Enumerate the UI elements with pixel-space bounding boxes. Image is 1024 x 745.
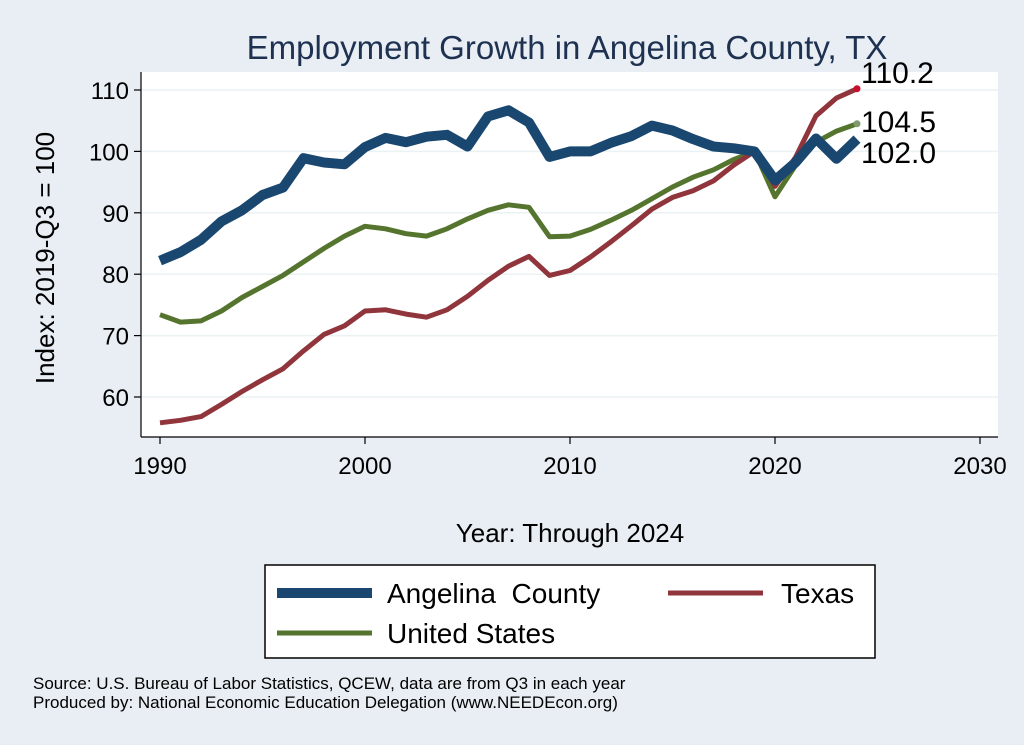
x-tick-label: 2000 xyxy=(338,453,391,480)
x-axis-label: Year: Through 2024 xyxy=(456,518,684,548)
end-label-texas: 110.2 xyxy=(861,57,934,90)
series-line-texas xyxy=(159,86,859,426)
source-note: Source: U.S. Bureau of Labor Statistics,… xyxy=(33,674,626,693)
y-tick-label: 80 xyxy=(102,262,129,289)
end-label-angelina-county: 102.0 xyxy=(861,137,936,170)
x-tick-label: 1990 xyxy=(133,453,186,480)
end-label-united-states: 104.5 xyxy=(861,106,936,139)
series-group xyxy=(158,85,861,426)
plot-area xyxy=(141,72,998,437)
y-tick-label: 90 xyxy=(102,201,129,228)
series-line-united-states xyxy=(159,121,858,325)
chart-title: Employment Growth in Angelina County, TX xyxy=(247,29,888,66)
end-point-united-states xyxy=(853,120,861,128)
x-ticks: 1990 2000 2010 2020 2030 xyxy=(133,437,1007,480)
series-line-angelina-county xyxy=(158,105,861,266)
y-tick-label: 60 xyxy=(102,385,129,412)
legend-label-us: United States xyxy=(387,618,555,649)
producer-note: Produced by: National Economic Education… xyxy=(33,693,618,712)
x-tick-label: 2030 xyxy=(953,453,1006,480)
legend-box xyxy=(264,564,876,659)
y-tick-label: 70 xyxy=(102,324,129,351)
end-labels: 102.0 110.2 104.5 xyxy=(861,57,936,170)
legend-label-angelina: Angelina County xyxy=(387,578,600,609)
y-tick-label: 110 xyxy=(91,78,129,105)
y-axis-label: Index: 2019-Q3 = 100 xyxy=(30,132,60,384)
legend-label-texas: Texas xyxy=(781,578,854,609)
x-tick-label: 2020 xyxy=(748,453,801,480)
y-ticks: 60 70 80 90 100 110 xyxy=(89,78,141,412)
legend: Angelina County Texas United States xyxy=(264,564,876,659)
x-tick-label: 2010 xyxy=(543,453,596,480)
end-point-texas xyxy=(853,85,861,93)
y-tick-label: 100 xyxy=(89,139,129,166)
